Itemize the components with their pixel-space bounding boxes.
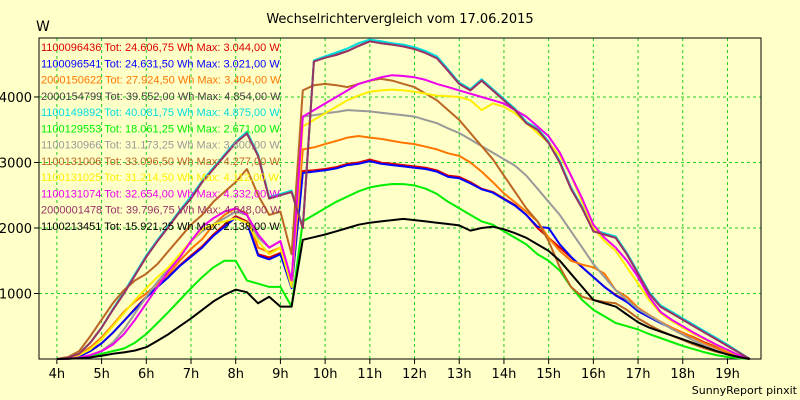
x-tick-label: 13h <box>447 367 472 382</box>
series-line <box>56 135 751 360</box>
series-lines <box>56 38 751 360</box>
series-line <box>56 40 751 360</box>
y-tick-label: 3000 <box>0 156 32 171</box>
series-line <box>56 77 750 360</box>
legend-entry: 1100131025 Tot: 31.214,50 Wh Max: 4.112,… <box>41 172 280 184</box>
legend-entry: 1100131074 Tot: 32.654,00 Wh Max: 4.332,… <box>41 188 280 200</box>
series-line <box>56 160 751 360</box>
legend-entry: 1100131006 Tot: 33.096,50 Wh Max: 4.277,… <box>41 156 280 168</box>
x-tick-label: 5h <box>93 367 110 382</box>
x-tick-label: 8h <box>227 367 244 382</box>
series-line <box>56 217 750 360</box>
legend-entry: 1100130966 Tot: 31.173,25 Wh Max: 3.800,… <box>41 140 280 152</box>
y-tick-label: 4000 <box>0 91 32 106</box>
y-tick-label: 2000 <box>0 222 32 237</box>
x-tick-label: 10h <box>313 367 338 382</box>
grid-lines <box>39 38 761 359</box>
axes <box>38 37 762 360</box>
plot-frame <box>38 37 762 360</box>
x-tick-label: 14h <box>492 367 517 382</box>
y-axis-ticks: 1000 2000 3000 4000 <box>0 91 39 302</box>
x-tick-label: 9h <box>272 367 289 382</box>
legend-entry: 1100129553 Tot: 18.061,25 Wh Max: 2.671,… <box>41 123 280 135</box>
legend-entry: 1100213451 Tot: 15.921,25 Wh Max: 2.138,… <box>41 221 280 233</box>
x-tick-label: 18h <box>670 367 695 382</box>
legend-entry: 1100096541 Tot: 24.631,50 Wh Max: 3.021,… <box>41 58 280 70</box>
x-tick-label: 16h <box>581 367 606 382</box>
x-tick-label: 4h <box>49 367 66 382</box>
x-axis-ticks: 4h 5h 6h 7h 8h 9h 10h 11h 12h 13h 14h 15h 16h 17h 18h 1… <box>49 359 740 382</box>
x-tick-label: 6h <box>138 367 155 382</box>
legend-entry: 1100096436 Tot: 24.606,75 Wh Max: 3.044,… <box>41 42 280 54</box>
legend-entry: 2000001478 Tot: 39.796,75 Wh Max: 4.848,… <box>41 205 281 217</box>
footer-credit: SunnyReport pinxit <box>692 384 798 397</box>
x-tick-label: 12h <box>402 367 427 382</box>
series-line <box>56 183 750 360</box>
x-tick-label: 19h <box>715 367 740 382</box>
x-tick-label: 11h <box>357 367 382 382</box>
series-line <box>56 74 751 360</box>
series-line <box>56 88 751 360</box>
x-tick-label: 15h <box>536 367 561 382</box>
y-tick-label: 1000 <box>0 287 32 302</box>
x-tick-label: 17h <box>626 367 651 382</box>
legend: 1100096436 Tot: 24.606,75 Wh Max: 3.044,… <box>41 42 281 233</box>
legend-entry: 2000154799 Tot: 39.552,00 Wh Max: 4.854,… <box>41 91 281 103</box>
x-tick-label: 7h <box>183 367 200 382</box>
legend-entry: 2000150622 Tot: 27.924,50 Wh Max: 3.404,… <box>41 75 281 87</box>
y-axis-label: W <box>36 19 50 35</box>
chart-title: Wechselrichtervergleich vom 17.06.2015 <box>266 12 533 27</box>
legend-entry: 1100149892 Tot: 40.081,75 Wh Max: 4.875,… <box>41 107 280 119</box>
